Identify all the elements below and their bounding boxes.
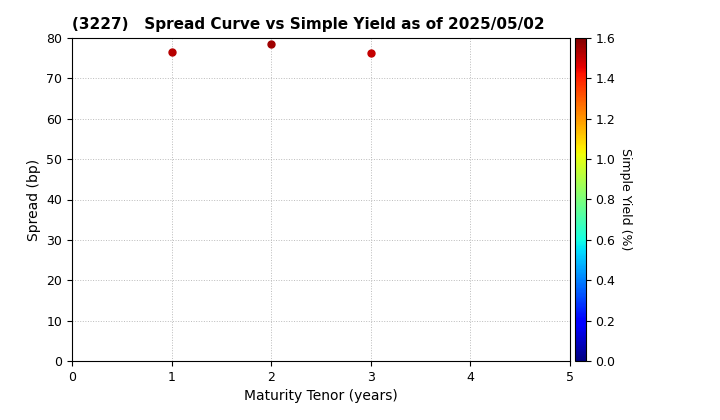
Y-axis label: Simple Yield (%): Simple Yield (%) xyxy=(619,148,632,251)
Text: (3227)   Spread Curve vs Simple Yield as of 2025/05/02: (3227) Spread Curve vs Simple Yield as o… xyxy=(72,18,544,32)
Point xyxy=(166,49,177,55)
Point xyxy=(265,40,276,47)
Point xyxy=(365,50,377,57)
Y-axis label: Spread (bp): Spread (bp) xyxy=(27,158,41,241)
X-axis label: Maturity Tenor (years): Maturity Tenor (years) xyxy=(244,389,397,404)
